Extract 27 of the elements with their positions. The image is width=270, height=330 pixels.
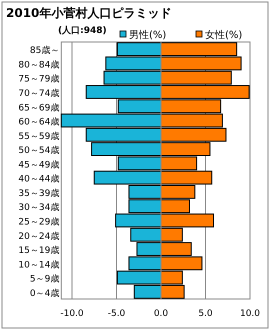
y-tick-label: 80～84歳 [18, 59, 60, 70]
y-tick-label: 5～9歳 [30, 274, 60, 285]
chart-title: 2010年小菅村人口ピラミッド [6, 6, 172, 20]
y-tick-label: 10～14歳 [18, 259, 60, 270]
x-tick-label: -5.0 [108, 309, 126, 319]
x-tick-label: 0.0 [154, 309, 168, 319]
y-tick-label: 0～4歳 [30, 288, 60, 299]
y-tick-label: 70～74歳 [18, 88, 60, 99]
y-tick-label: 60～64歳 [18, 116, 60, 128]
y-tick-label: 20～24歳 [18, 230, 60, 242]
chart-subtitle: (人口:948) [58, 25, 107, 36]
y-tick-label: 75～79歳 [18, 74, 60, 85]
x-tick-label: 5.0 [198, 309, 213, 319]
y-tick-label: 40～44歳 [18, 174, 60, 185]
x-tick-label: 10.0 [240, 309, 260, 319]
y-tick-label: 65～69歳 [18, 102, 60, 114]
y-tick-label: 85歳～ [30, 45, 60, 56]
y-tick-label: 45～49歳 [18, 159, 60, 170]
y-tick-label: 55～59歳 [18, 130, 60, 142]
legend-label: 女性(%) [205, 29, 242, 41]
y-tick-label: 50～54歳 [18, 145, 60, 156]
legend-label: 男性(%) [129, 29, 166, 41]
y-tick-label: 30～34歳 [18, 202, 60, 214]
y-tick-label: 35～39歳 [18, 188, 60, 199]
x-tick-label: -10.0 [60, 309, 84, 319]
y-tick-label: 25～29歳 [18, 216, 60, 228]
y-tick-label: 15～19歳 [18, 245, 60, 256]
